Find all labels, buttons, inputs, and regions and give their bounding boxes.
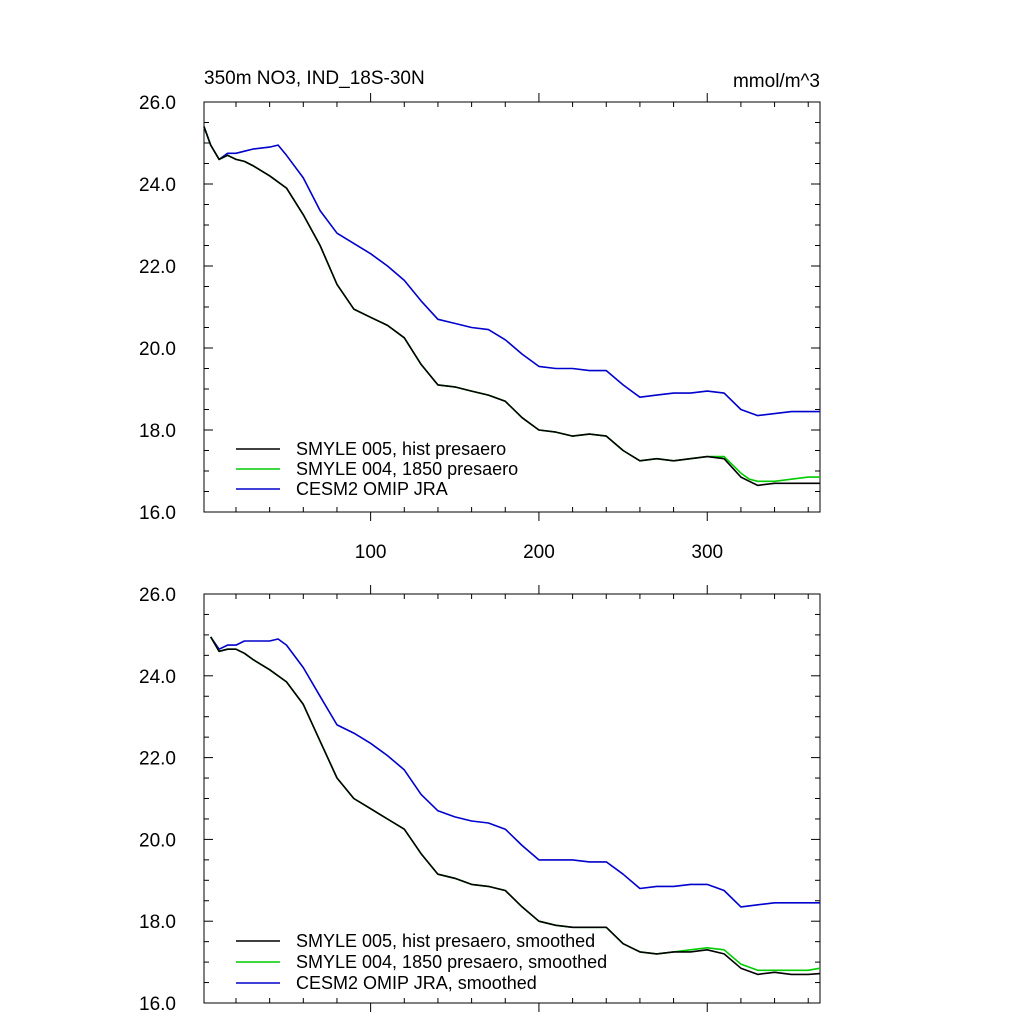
x-tick-label: 300	[691, 542, 723, 563]
x-tick-label: 100	[355, 542, 387, 563]
series-line-2	[203, 126, 820, 483]
series-line-1	[203, 126, 820, 487]
y-tick-label: 22.0	[139, 257, 176, 278]
y-tick-label: 18.0	[139, 421, 176, 442]
legend-label: CESM2 OMIP JRA	[296, 479, 448, 499]
legend-label: SMYLE 005, hist presaero	[296, 439, 506, 459]
legend-label: SMYLE 005, hist presaero, smoothed	[296, 931, 595, 951]
y-tick-label: 16.0	[139, 503, 176, 524]
x-tick-label: 200	[523, 542, 555, 563]
series-line-1	[210, 636, 821, 976]
legend-label: SMYLE 004, 1850 presaero, smoothed	[296, 952, 607, 972]
legend-label: SMYLE 004, 1850 presaero	[296, 459, 518, 479]
y-tick-label: 26.0	[139, 585, 176, 606]
y-tick-label: 20.0	[139, 830, 176, 851]
y-tick-label: 24.0	[139, 667, 176, 688]
y-tick-label: 20.0	[139, 339, 176, 360]
series-line-3	[203, 126, 820, 417]
series-line-3	[210, 636, 820, 908]
y-tick-label: 16.0	[139, 994, 176, 1015]
chart-title: 350m NO3, IND_18S-30N	[204, 68, 425, 89]
y-tick-label: 24.0	[139, 175, 176, 196]
y-tick-label: 26.0	[139, 93, 176, 114]
y-tick-label: 22.0	[139, 749, 176, 770]
series-line-2	[210, 636, 821, 972]
top-panel: 16.0 18.0 20.0 22.0 24.0 26.0 100 200 300 SMYLE 0…	[139, 93, 821, 563]
chart-units: mmol/m^3	[733, 71, 820, 92]
legend-label: CESM2 OMIP JRA, smoothed	[296, 973, 537, 993]
bottom-panel: 16.0 18.0 20.0 22.0 24.0 26.0 SMYLE 005, hist …	[139, 585, 821, 1015]
y-tick-label: 18.0	[139, 912, 176, 933]
